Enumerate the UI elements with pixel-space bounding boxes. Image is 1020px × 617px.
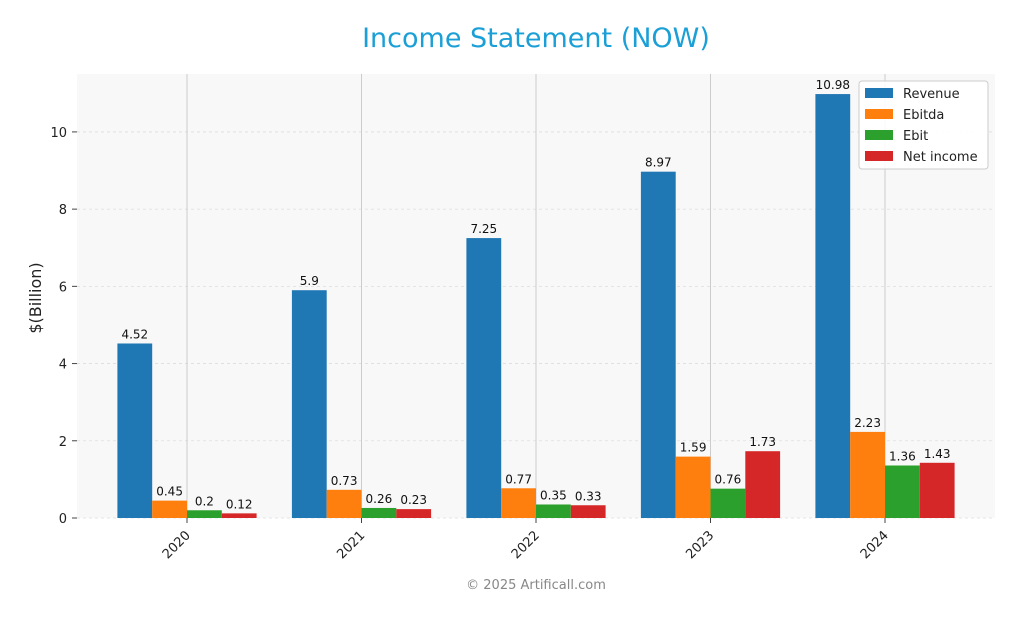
bar-ebitda xyxy=(501,488,536,518)
footer-copyright: © 2025 Artificall.com xyxy=(466,578,606,593)
chart-title: Income Statement (NOW) xyxy=(362,23,710,54)
legend-swatch xyxy=(865,88,893,98)
bar-value-label: 0.73 xyxy=(331,474,358,488)
bar-net-income xyxy=(919,462,955,518)
bar-ebit xyxy=(187,510,222,518)
bar-net-income xyxy=(745,451,781,518)
bar-value-label: 4.52 xyxy=(121,327,148,341)
bar-net-income xyxy=(396,509,432,518)
bar-value-label: 8.97 xyxy=(645,156,672,170)
bar-ebit xyxy=(536,504,571,518)
bar-value-label: 1.73 xyxy=(749,435,776,449)
bar-ebitda xyxy=(152,500,187,518)
y-axis-label: $(Billion) xyxy=(26,262,45,333)
y-tick-label: 10 xyxy=(50,126,67,141)
bar-value-label: 0.35 xyxy=(540,488,567,502)
bar-value-label: 0.77 xyxy=(505,472,532,486)
y-tick-label: 8 xyxy=(59,203,67,218)
y-tick-label: 6 xyxy=(59,280,67,295)
x-tick-label: 2023 xyxy=(683,528,717,562)
bar-value-label: 10.98 xyxy=(816,78,850,92)
x-axis-ticks: 2020 2021 2022 2023 2024 xyxy=(160,518,892,562)
y-tick-label: 2 xyxy=(59,435,67,450)
bar-net-income xyxy=(221,513,257,518)
legend-label: Net income xyxy=(903,150,978,165)
bar-value-label: 1.59 xyxy=(680,441,707,455)
y-tick-label: 4 xyxy=(59,358,67,373)
legend: Revenue Ebitda Ebit Net income xyxy=(858,80,989,170)
bar-ebit xyxy=(361,507,397,518)
bar-net-income xyxy=(570,505,606,518)
bar-value-label: 1.36 xyxy=(889,449,916,463)
legend-swatch xyxy=(865,151,893,161)
bar-revenue xyxy=(117,343,153,518)
bar-revenue xyxy=(815,94,851,518)
bar-value-label: 0.45 xyxy=(156,485,183,499)
bar-ebitda xyxy=(675,456,711,518)
bar-value-label: 1.43 xyxy=(924,447,951,461)
bar-value-label: 2.23 xyxy=(854,416,881,430)
legend-box xyxy=(858,80,989,170)
x-tick-label: 2022 xyxy=(509,528,543,562)
x-tick-label: 2021 xyxy=(334,528,368,562)
bar-value-label: 0.26 xyxy=(366,492,393,506)
bar-value-label: 0.2 xyxy=(195,494,214,508)
y-tick-label: 0 xyxy=(59,512,67,527)
x-tick-label: 2020 xyxy=(160,528,194,562)
bar-value-label: 0.33 xyxy=(575,489,602,503)
bar-labels-layer: 4.52 5.9 7.25 8.97 10.98 0.45 0.73 0.77 1.59 2.23… xyxy=(121,78,950,511)
bar-revenue xyxy=(640,171,676,518)
bar-ebitda xyxy=(850,431,885,518)
legend-label: Revenue xyxy=(903,87,960,102)
bar-value-label: 5.9 xyxy=(300,274,319,288)
bar-ebit xyxy=(710,488,746,518)
bar-revenue xyxy=(291,290,327,518)
legend-label: Ebitda xyxy=(903,108,944,123)
bar-ebitda xyxy=(326,489,362,518)
x-tick-label: 2024 xyxy=(858,528,892,562)
legend-label: Ebit xyxy=(903,129,928,144)
legend-swatch xyxy=(865,130,893,140)
bars-layer xyxy=(117,94,955,518)
bar-value-label: 0.76 xyxy=(715,473,742,487)
bar-value-label: 0.12 xyxy=(226,497,253,511)
bar-revenue xyxy=(466,238,502,518)
bar-value-label: 7.25 xyxy=(470,222,497,236)
legend-swatch xyxy=(865,109,893,119)
y-axis-ticks: 0 2 4 6 8 10 xyxy=(50,126,77,527)
bar-ebit xyxy=(885,465,920,518)
bar-value-label: 0.23 xyxy=(400,493,427,507)
